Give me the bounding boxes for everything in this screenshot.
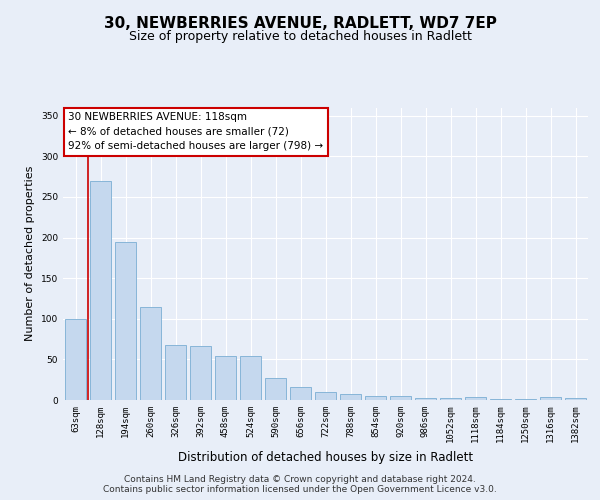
X-axis label: Distribution of detached houses by size in Radlett: Distribution of detached houses by size …	[178, 451, 473, 464]
Text: Contains HM Land Registry data © Crown copyright and database right 2024.
Contai: Contains HM Land Registry data © Crown c…	[103, 474, 497, 494]
Bar	[90, 180, 111, 400]
Bar	[515, 399, 536, 400]
Bar	[465, 397, 486, 400]
Bar	[65, 319, 86, 400]
Bar	[240, 356, 261, 400]
Text: 30 NEWBERRIES AVENUE: 118sqm
← 8% of detached houses are smaller (72)
92% of sem: 30 NEWBERRIES AVENUE: 118sqm ← 8% of det…	[68, 112, 323, 152]
Bar	[565, 398, 586, 400]
Bar	[415, 398, 436, 400]
Bar	[190, 346, 211, 400]
Bar	[540, 397, 561, 400]
Bar	[290, 387, 311, 400]
Bar	[315, 392, 336, 400]
Bar	[440, 398, 461, 400]
Bar	[140, 306, 161, 400]
Bar	[165, 345, 186, 400]
Bar	[265, 378, 286, 400]
Bar	[215, 356, 236, 400]
Text: Size of property relative to detached houses in Radlett: Size of property relative to detached ho…	[128, 30, 472, 43]
Bar	[490, 399, 511, 400]
Bar	[115, 242, 136, 400]
Y-axis label: Number of detached properties: Number of detached properties	[25, 166, 35, 342]
Text: 30, NEWBERRIES AVENUE, RADLETT, WD7 7EP: 30, NEWBERRIES AVENUE, RADLETT, WD7 7EP	[104, 16, 496, 31]
Bar	[390, 396, 411, 400]
Bar	[365, 396, 386, 400]
Bar	[340, 394, 361, 400]
